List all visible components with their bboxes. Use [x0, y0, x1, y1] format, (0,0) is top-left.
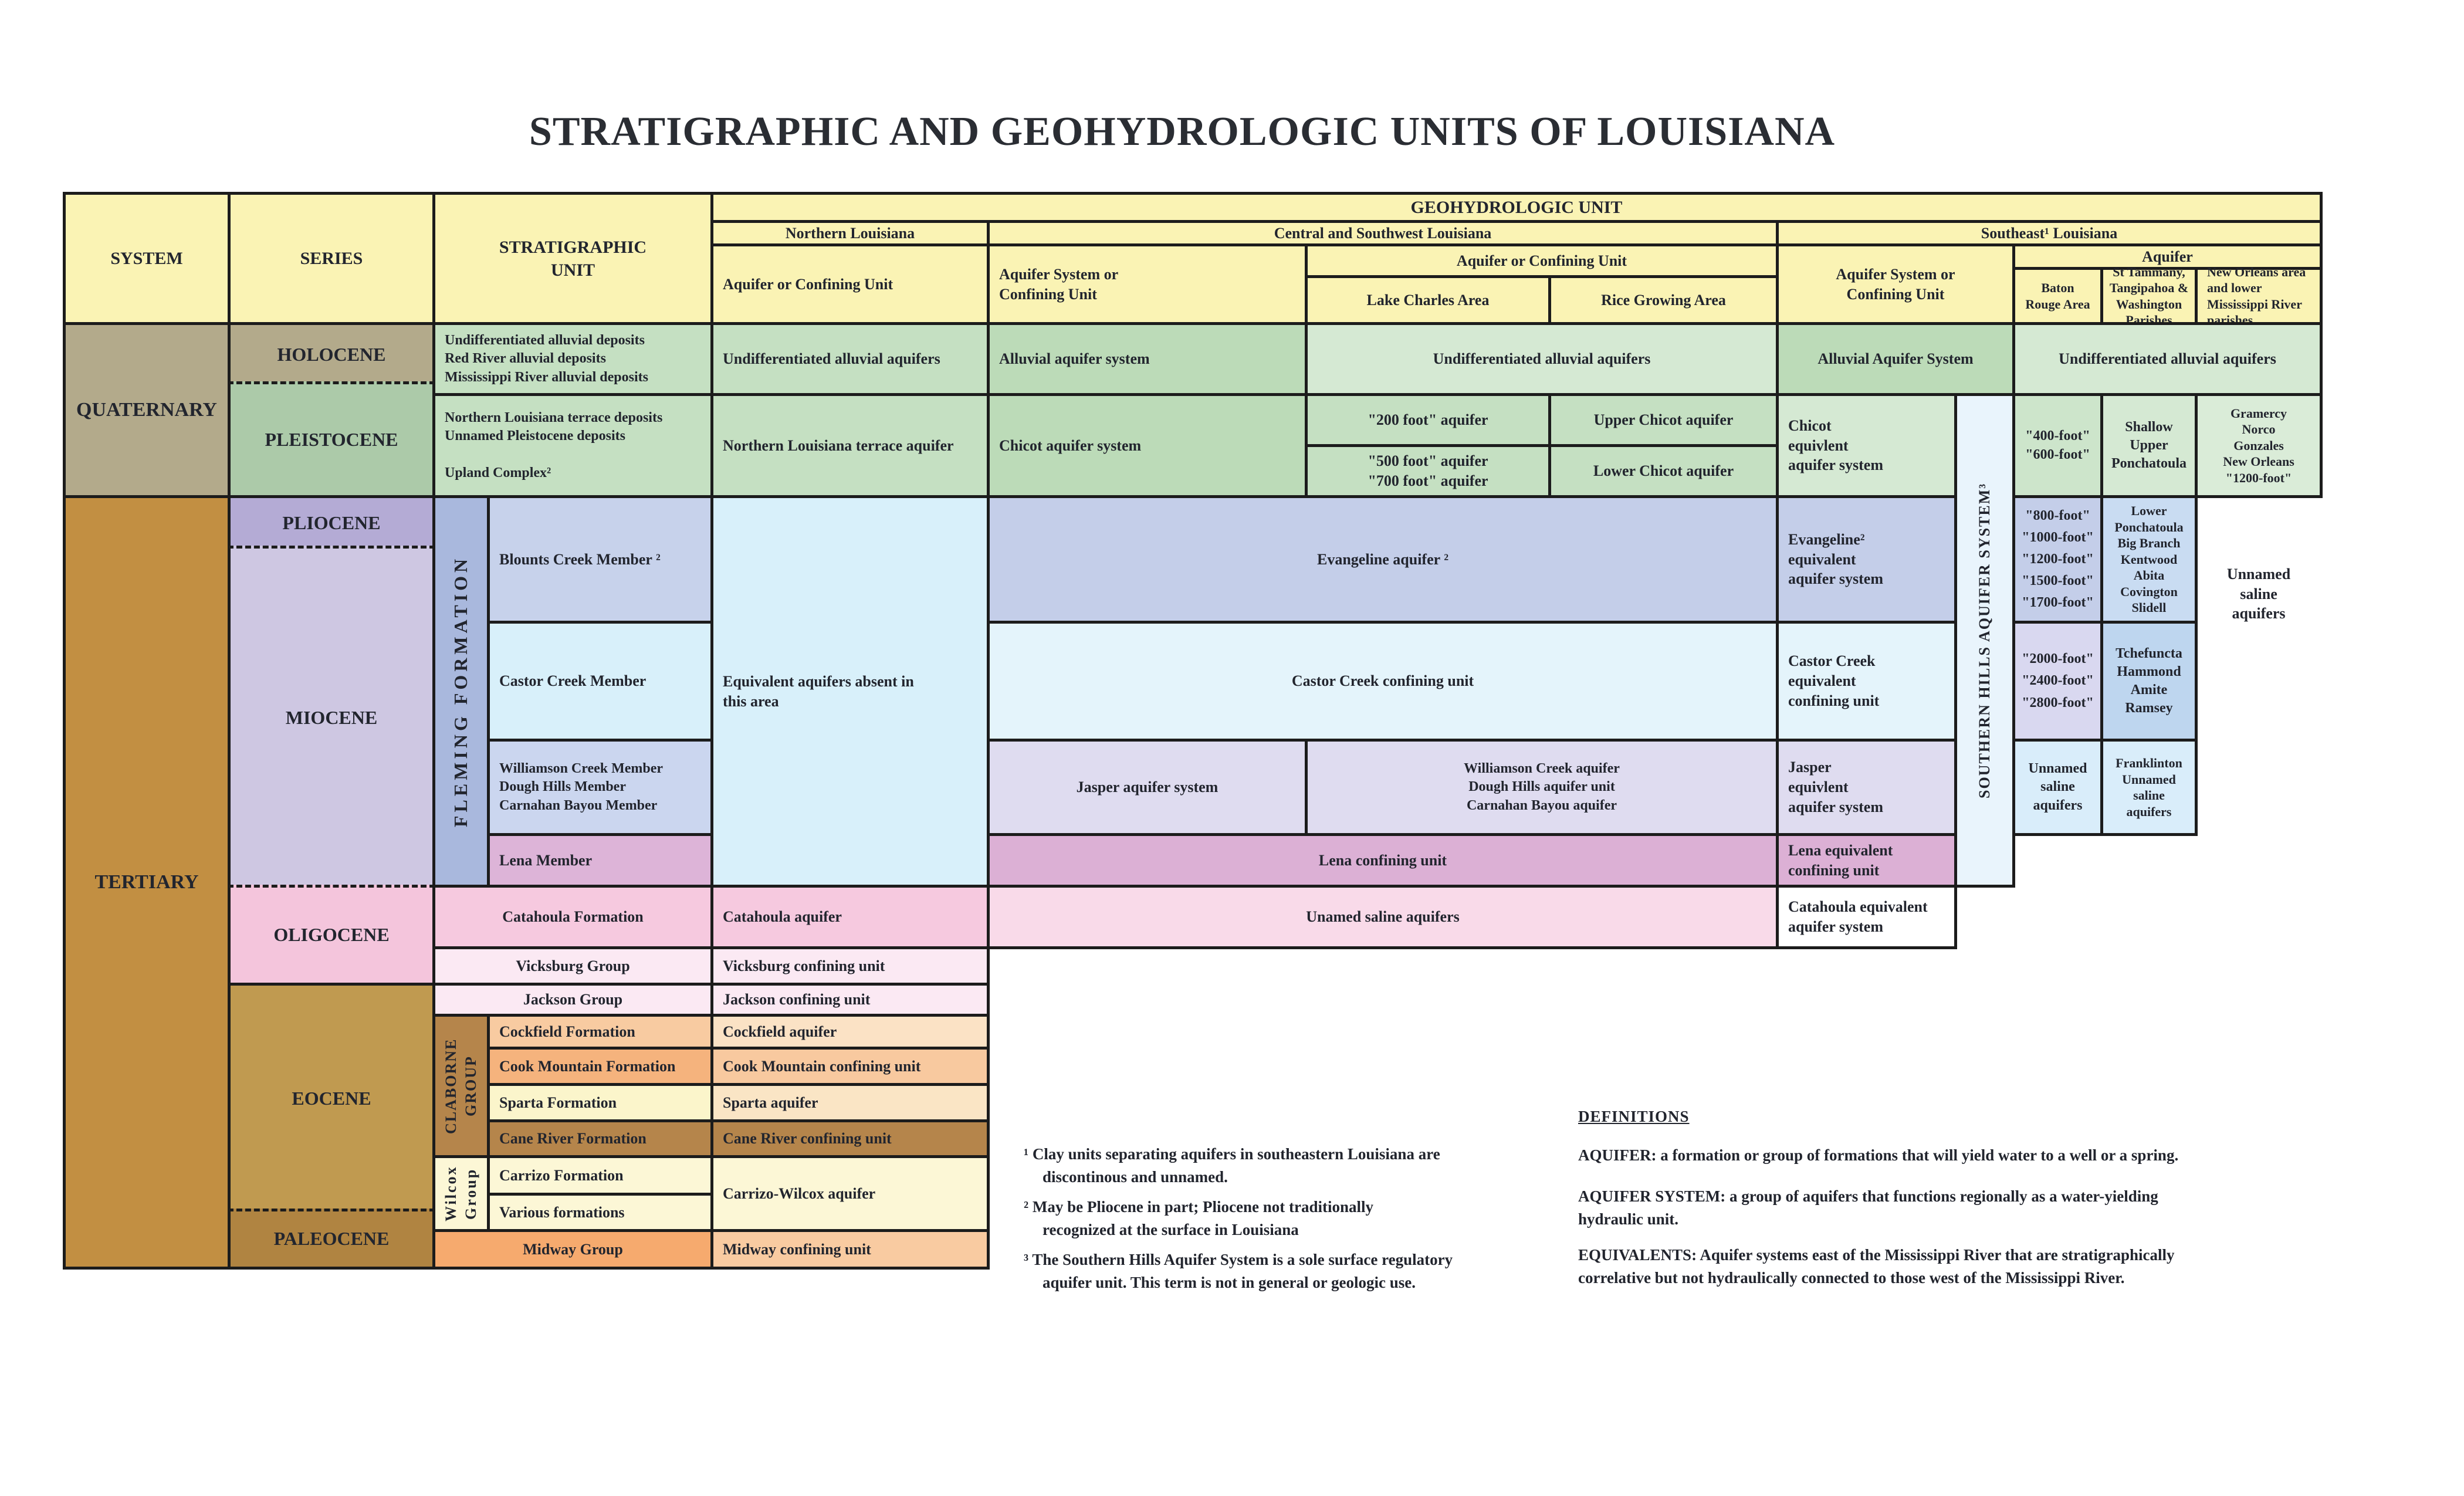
- strat-vicksburg-group: Vicksburg Group: [432, 946, 713, 986]
- header-central-aquifer-or-confining: Aquifer or Confining Unit: [1305, 243, 1779, 278]
- north-vicksburg-confining-unit: Vicksburg confining unit: [710, 946, 990, 986]
- southern-hills-aquifer-system-band: SOUTHERN HILLS AQUIFER SYSTEM³: [1954, 393, 2015, 888]
- page-title: STRATIGRAPHIC AND GEOHYDROLOGIC UNITS OF…: [529, 109, 1836, 154]
- st-tammany-shallow-upper-ponchatoula: Shallow Upper Ponchatoula: [2100, 393, 2198, 498]
- series-eocene: EOCENE: [228, 983, 435, 1211]
- series-pleistocene: PLEISTOCENE: [228, 381, 435, 498]
- north-sparta-aquifer: Sparta aquifer: [710, 1083, 990, 1122]
- definitions-title: DEFINITIONS: [1578, 1108, 1690, 1125]
- footnote-2: ² May be Pliocene in part; Pliocene not …: [1024, 1198, 1374, 1239]
- series-oligocene: OLIGOCENE: [228, 885, 435, 986]
- north-louisiana-terrace-aquifer: Northern Louisiana terrace aquifer: [710, 393, 990, 498]
- st-tammany-franklinton-saline: Franklinton Unnamed saline aquifers: [2100, 739, 2198, 836]
- north-cook-mountain-confining-unit: Cook Mountain confining unit: [710, 1047, 990, 1086]
- north-cockfield-aquifer: Cockfield aquifer: [710, 1014, 990, 1050]
- central-williamson-dough-carnahan-aquifers: Williamson Creek aquifer Dough Hills aqu…: [1305, 739, 1779, 836]
- rice-upper-chicot-aquifer: Upper Chicot aquifer: [1548, 393, 1779, 447]
- header-central-southwest-louisiana: Central and Southwest Louisiana: [987, 220, 1779, 246]
- definition-aquifer-system: AQUIFER SYSTEM: a group of aquifers that…: [1578, 1187, 2158, 1228]
- north-cane-river-confining-unit: Cane River confining unit: [710, 1119, 990, 1158]
- header-northern-louisiana: Northern Louisiana: [710, 220, 990, 246]
- system-tertiary: TERTIARY: [63, 495, 231, 1270]
- definition-equivalents: EQUIVALENTS: Aquifer systems east of the…: [1578, 1246, 2175, 1287]
- header-system: SYSTEM: [63, 192, 231, 325]
- central-lena-confining-unit: Lena confining unit: [987, 833, 1779, 888]
- baton-rouge-800-to-1700-foot: "800-foot" "1000-foot" "1200-foot" "1500…: [2012, 495, 2103, 624]
- claborne-group-band: CLABORNE GROUP: [432, 1014, 490, 1158]
- north-jackson-confining-unit: Jackson confining unit: [710, 983, 990, 1017]
- member-castor-creek: Castor Creek Member: [487, 621, 713, 742]
- fleming-formation-band: FLEMING FORMATION: [432, 495, 490, 888]
- strat-pleistocene-deposits: Northern Louisiana terrace deposits Unna…: [432, 393, 713, 498]
- strat-holocene-deposits: Undifferentiated alluvial deposits Red R…: [432, 322, 713, 396]
- se-alluvial-aquifer-system: Alluvial Aquifer System: [1776, 322, 2015, 396]
- header-north-aquifer-or-confining: Aquifer or Confining Unit: [710, 243, 990, 325]
- central-castor-creek-confining-unit: Castor Creek confining unit: [987, 621, 1779, 742]
- system-quaternary: QUATERNARY: [63, 322, 231, 498]
- se-catahoula-equivalent-aquifer-system: Catahoula equivalent aquifer system: [1776, 885, 1957, 949]
- definition-aquifer: AQUIFER: a formation or group of formati…: [1578, 1146, 2179, 1164]
- rice-lower-chicot-aquifer: Lower Chicot aquifer: [1548, 444, 1779, 498]
- baton-rouge-400-600-foot: "400-foot" "600-foot": [2012, 393, 2103, 498]
- se-castor-creek-equivalent-confining-unit: Castor Creek equivalent confining unit: [1776, 621, 1957, 742]
- se-undifferentiated-alluvial-aquifers: Undifferentiated alluvial aquifers: [2012, 322, 2323, 396]
- footnote-1: ¹ Clay units separating aquifers in sout…: [1024, 1145, 1440, 1186]
- central-undifferentiated-alluvial-aquifers: Undifferentiated alluvial aquifers: [1305, 322, 1779, 396]
- header-southeast-louisiana: Southeast¹ Louisiana: [1776, 220, 2323, 246]
- series-holocene: HOLOCENE: [228, 322, 435, 384]
- header-baton-rouge-area: Baton Rouge Area: [2012, 267, 2103, 325]
- strat-cane-river-formation: Cane River Formation: [487, 1119, 713, 1158]
- central-evangeline-aquifer: Evangeline aquifer ²: [987, 495, 1779, 624]
- north-catahoula-aquifer: Catahoula aquifer: [710, 885, 990, 949]
- lake-charles-200-foot-aquifer: "200 foot" aquifer: [1305, 393, 1551, 447]
- se-lena-equivalent-confining-unit: Lena equivalent confining unit: [1776, 833, 1957, 888]
- header-geohydrologic-unit: GEOHYDROLOGIC UNIT: [710, 192, 2323, 223]
- strat-various-formations: Various formations: [487, 1193, 713, 1232]
- header-st-tammany-parishes: St Tammany, Tangipahoa & Washington Pari…: [2100, 265, 2198, 327]
- series-paleocene: PALEOCENE: [228, 1209, 435, 1270]
- se-jasper-equivlent-aquifer-system: Jasper equivlent aquifer system: [1776, 739, 1957, 836]
- central-alluvial-aquifer-system: Alluvial aquifer system: [987, 322, 1308, 396]
- wilcox-group-band: Wilcox Group: [432, 1155, 490, 1232]
- baton-rouge-2000-to-2800-foot: "2000-foot" "2400-foot" "2800-foot": [2012, 621, 2103, 742]
- central-unamed-saline-aquifers: Unamed saline aquifers: [987, 885, 1779, 949]
- north-midway-confining-unit: Midway confining unit: [710, 1229, 990, 1270]
- north-equivalent-aquifers-absent: Equivalent aquifers absent in this area: [710, 495, 990, 888]
- baton-rouge-unnamed-saline-aquifers: Unnamed saline aquifers: [2012, 739, 2103, 836]
- strat-cockfield-formation: Cockfield Formation: [487, 1014, 713, 1050]
- member-lena: Lena Member: [487, 833, 713, 888]
- st-tammany-lower-ponchatoula-group: Lower Ponchatoula Big Branch Kentwood Ab…: [2100, 495, 2198, 624]
- member-williamson-dough-carnahan: Williamson Creek Member Dough Hills Memb…: [487, 739, 713, 836]
- se-evangeline-equivalent-aquifer-system: Evangeline² equivalent aquifer system: [1776, 495, 1957, 624]
- footnote-3: ³ The Southern Hills Aquifer System is a…: [1024, 1251, 1453, 1292]
- strat-sparta-formation: Sparta Formation: [487, 1083, 713, 1122]
- strat-midway-group: Midway Group: [432, 1229, 713, 1270]
- st-tammany-tchefuncta-group: Tchefuncta Hammond Amite Ramsey: [2100, 621, 2198, 742]
- se-chicot-equivlent-aquifer-system: Chicot equivlent aquifer system: [1776, 393, 1957, 498]
- member-blounts-creek: Blounts Creek Member ²: [487, 495, 713, 624]
- series-miocene: MIOCENE: [228, 546, 435, 888]
- north-carrizo-wilcox-aquifer: Carrizo-Wilcox aquifer: [710, 1155, 990, 1232]
- new-orleans-unnamed-saline-aquifers: Unnamed saline aquifers: [2226, 565, 2291, 622]
- header-stratigraphic-unit: STRATIGRAPHIC UNIT: [432, 192, 713, 325]
- header-new-orleans-parishes: New Orleans area and lower Mississippi R…: [2195, 265, 2323, 327]
- header-rice-growing-area: Rice Growing Area: [1548, 275, 1779, 325]
- central-chicot-aquifer-system: Chicot aquifer system: [987, 393, 1308, 498]
- north-undifferentiated-alluvial-aquifers: Undifferentiated alluvial aquifers: [710, 322, 990, 396]
- strat-jackson-group: Jackson Group: [432, 983, 713, 1017]
- header-lake-charles-area: Lake Charles Area: [1305, 275, 1551, 325]
- series-pliocene: PLIOCENE: [228, 495, 435, 549]
- header-se-aquifer-system: Aquifer System or Confining Unit: [1776, 243, 2015, 325]
- strat-cook-mountain-formation: Cook Mountain Formation: [487, 1047, 713, 1086]
- lake-charles-500-700-foot-aquifer: "500 foot" aquifer "700 foot" aquifer: [1305, 444, 1551, 498]
- header-series: SERIES: [228, 192, 435, 325]
- header-se-aquifer: Aquifer: [2012, 243, 2323, 270]
- new-orleans-gramercy-group: Gramercy Norco Gonzales New Orleans "120…: [2195, 393, 2323, 498]
- strat-carrizo-formation: Carrizo Formation: [487, 1155, 713, 1196]
- central-jasper-aquifer-system: Jasper aquifer system: [987, 739, 1308, 836]
- strat-catahoula-formation: Catahoula Formation: [432, 885, 713, 949]
- header-central-aquifer-system: Aquifer System or Confining Unit: [987, 243, 1308, 325]
